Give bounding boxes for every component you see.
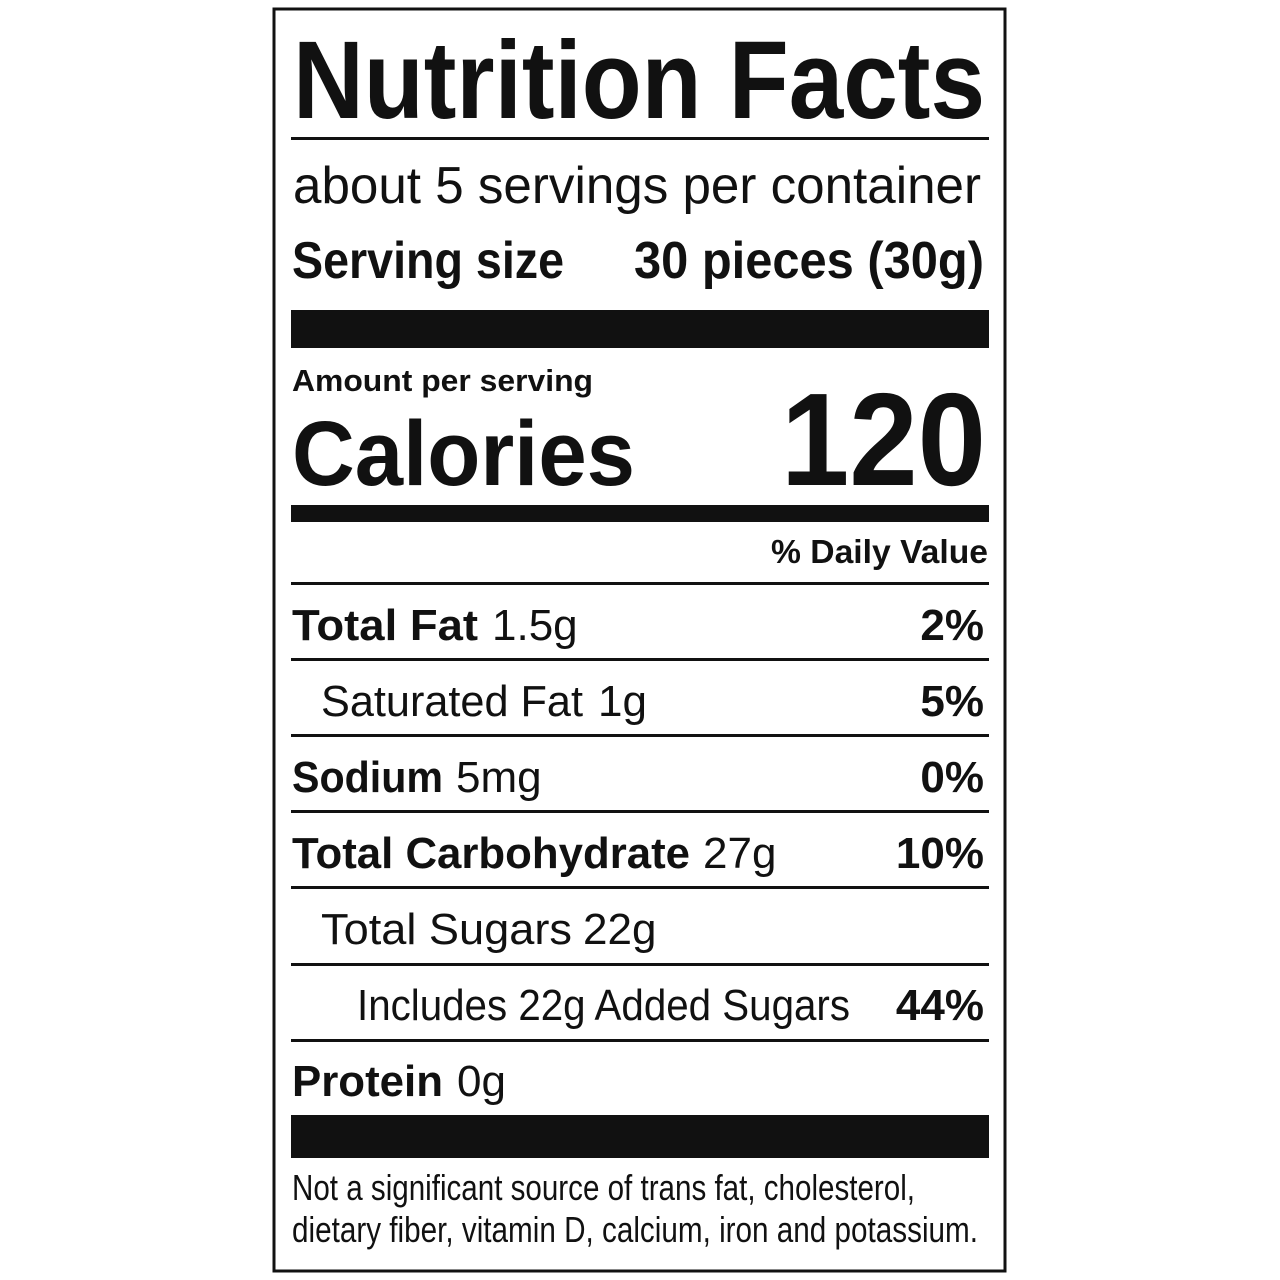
nutrient-name: Total Sugars <box>321 905 572 954</box>
rule <box>291 810 989 813</box>
nutrient-name: Total Fat <box>292 601 478 650</box>
nutrient-amount: 27g <box>703 829 776 878</box>
nutrient-name: Includes 22g Added Sugars <box>357 981 850 1030</box>
daily-value-header: % Daily Value <box>771 533 988 570</box>
nutrient-amount: 22g <box>583 905 656 954</box>
servings: about 5 servings per container <box>293 157 981 215</box>
rule <box>291 734 989 737</box>
nutrient-name: Saturated Fat <box>321 677 583 726</box>
rule <box>291 1039 989 1042</box>
nutrient-name: Protein <box>292 1057 443 1106</box>
rule <box>291 963 989 966</box>
footnote: dietary fiber, vitamin D, calcium, iron … <box>292 1209 978 1250</box>
nutrient-dv: 44% <box>896 981 984 1030</box>
footnote: Not a significant source of trans fat, c… <box>292 1167 915 1208</box>
label-border <box>272 7 1007 1273</box>
nutrient-dv: 2% <box>920 601 984 650</box>
nutrient-name: Total Carbohydrate <box>292 829 690 878</box>
nutrient-name: Sodium <box>292 753 443 802</box>
rule <box>291 658 989 661</box>
calories-label: Calories <box>292 403 635 505</box>
serving-size-value: 30 pieces (30g) <box>634 232 984 290</box>
rule <box>291 137 989 140</box>
thick-bar <box>291 310 989 348</box>
serving-size-label: Serving size <box>292 232 564 290</box>
nutrient-dv: 5% <box>920 677 984 726</box>
amount-per-serving: Amount per serving <box>292 363 593 398</box>
rule <box>291 582 989 585</box>
medium-bar <box>291 505 989 522</box>
rule <box>291 886 989 889</box>
nutrient-dv: 10% <box>896 829 984 878</box>
thick-bar <box>291 1115 989 1158</box>
nutrient-amount: 1.5g <box>492 601 578 650</box>
nutrient-amount: 5mg <box>456 753 542 802</box>
calories-value: 120 <box>781 366 986 513</box>
title: Nutrition Facts <box>293 19 985 142</box>
nutrient-amount: 0g <box>457 1057 506 1106</box>
nutrient-amount: 1g <box>598 677 647 726</box>
nutrient-dv: 0% <box>920 753 984 802</box>
